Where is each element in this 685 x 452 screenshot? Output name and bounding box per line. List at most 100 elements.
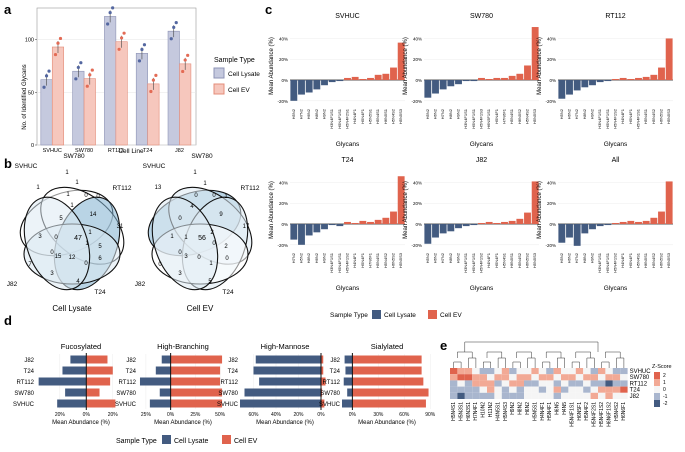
- panel-a-replicate-point: [53, 52, 58, 57]
- abundance-glycan-label: H5N4S1: [636, 252, 641, 268]
- heatmap-cell: [501, 374, 510, 381]
- panel-a-replicate-point: [79, 61, 83, 65]
- abundance-bar: [336, 80, 344, 82]
- heatmap-col-label: H5N5S1: [532, 402, 538, 421]
- abundance-glycan-label: H3N4F1S1: [329, 108, 334, 129]
- panel-c-swatch-lysate: [372, 310, 381, 319]
- panel-a-replicate-point: [183, 58, 187, 62]
- panel-a-replicate-point: [140, 47, 144, 52]
- panel-c-letter: c: [265, 2, 272, 17]
- category-chart-title: High-Branching: [157, 342, 209, 351]
- venn-title-ev: Cell EV: [187, 304, 214, 313]
- panel-a-replicate-point: [149, 89, 153, 94]
- panel-a-ytick-label: 0: [31, 143, 34, 149]
- panel-c-legend-lysate: Cell Lysate: [384, 312, 416, 319]
- abundance-glycan-label: H5N4F1: [360, 108, 365, 124]
- abundance-glycan-label: H3N4F1S1: [463, 108, 468, 129]
- heatmap-cell: [605, 386, 613, 393]
- abundance-ylabel: Mean Abundance (%): [403, 181, 409, 239]
- heatmap-cell: [472, 392, 480, 399]
- abundance-bar: [336, 224, 344, 227]
- abundance-bar: [612, 222, 619, 225]
- category-xtick-label: 40%: [271, 412, 282, 418]
- heatmap-row-label: J82: [630, 394, 640, 400]
- heatmap-cell: [531, 386, 539, 393]
- panel-d-swatch-ev: [222, 435, 231, 444]
- heatmap-cell: [516, 374, 524, 381]
- abundance-bar: [432, 224, 439, 238]
- abundance-bar: [581, 80, 589, 88]
- panel-a-xtick-label: RT112: [108, 148, 124, 154]
- category-bar-ev: [352, 366, 422, 375]
- abundance-glycan-label: H8N2: [306, 252, 311, 263]
- category-chart-title: Sialylated: [371, 342, 404, 351]
- panel-c-swatch-ev: [428, 310, 437, 319]
- abundance-glycan-label: H5N4F1S1: [636, 108, 641, 129]
- heatmap-cell: [538, 392, 547, 399]
- abundance-glycan-label: H7N2: [574, 108, 579, 119]
- abundance-chart-title: SVHUC: [335, 13, 360, 20]
- dendrogram-branch: [457, 351, 473, 358]
- abundance-glycan-label: H7N2: [440, 108, 445, 119]
- abundance-glycan-label: H6N5S1: [643, 252, 648, 268]
- panel-a-replicate-point: [47, 69, 51, 73]
- abundance-bar: [397, 176, 405, 225]
- heatmap-legend-tick: -1: [663, 394, 668, 400]
- heatmap-cell: [524, 380, 532, 387]
- panel-a-xtick-label: J82: [175, 148, 184, 154]
- abundance-bar: [658, 211, 665, 225]
- abundance-chart-sw780: SW780 40% 20% 0% -20%H5N2 H6N2 H7N2 H8N2 H9N2 H3N…: [403, 13, 539, 148]
- abundance-bar: [642, 76, 650, 81]
- heatmap-cell: [546, 368, 554, 375]
- abundance-bar: [558, 80, 566, 99]
- heatmap-legend-tick: 1: [663, 380, 666, 386]
- category-bar-ev: [321, 355, 324, 364]
- abundance-glycan-label: H4N4F1: [352, 108, 357, 124]
- category-row-label: RT112: [221, 380, 239, 386]
- abundance-chart-svhuc: SVHUC 40% 20% 0% -20%H5N2 H7N2 H6N2 H8N2 H9N2 H3N…: [269, 13, 405, 148]
- abundance-bar: [328, 80, 336, 83]
- abundance-bar: [566, 80, 573, 95]
- panel-d-letter: d: [4, 313, 12, 328]
- category-row-label: T24: [330, 369, 341, 375]
- heatmap-cell: [479, 386, 487, 393]
- dendrogram-branch: [545, 351, 562, 358]
- venn-region-count: 0: [84, 261, 88, 267]
- venn-region-count: 3: [178, 271, 182, 277]
- heatmap-col-label: H10N2: [481, 402, 487, 418]
- lysate-bar-sw780: [72, 70, 85, 146]
- panel-a-bar-chart: No. of Identified Glycans Cell Line 0 50 1…: [22, 6, 260, 155]
- abundance-glycan-label: H4N4F1: [620, 252, 625, 268]
- abundance-glycan-label: H5N4S2: [651, 108, 656, 124]
- heatmap-cell: [553, 392, 561, 399]
- abundance-bar: [478, 77, 485, 81]
- heatmap-cell: [516, 386, 524, 393]
- abundance-bar: [470, 80, 478, 82]
- category-bar-ev: [321, 388, 323, 397]
- heatmap-cell: [561, 380, 569, 387]
- abundance-ylabel: Mean Abundance (%): [403, 37, 409, 95]
- heatmap-cell: [590, 380, 598, 387]
- dendrogram-branch: [497, 357, 506, 368]
- abundance-bar: [321, 224, 328, 230]
- heatmap-cell: [538, 368, 547, 375]
- abundance-bar: [493, 77, 501, 81]
- abundance-glycan-label: H5N4F1S2: [345, 252, 350, 273]
- panel-b-letter: b: [4, 156, 12, 171]
- heatmap-cell: [561, 386, 569, 393]
- abundance-glycan-label: H9N2: [456, 108, 461, 119]
- heatmap-legend-swatch: [654, 386, 660, 393]
- venn-region-count: 1: [70, 203, 74, 209]
- abundance-glycan-label: H5N4F1S1: [337, 108, 342, 129]
- abundance-bar: [462, 224, 470, 227]
- dendrogram-branch: [571, 361, 580, 368]
- heatmap-cell: [583, 374, 591, 381]
- abundance-ytick-label: 20%: [413, 201, 422, 206]
- abundance-chart-title: J82: [476, 157, 487, 164]
- panel-a-ylabel: No. of Identified Glycans: [22, 64, 28, 129]
- category-bar-lysate: [244, 388, 321, 397]
- heatmap-cell: [575, 368, 584, 375]
- panel-a-replicate-point: [154, 73, 158, 77]
